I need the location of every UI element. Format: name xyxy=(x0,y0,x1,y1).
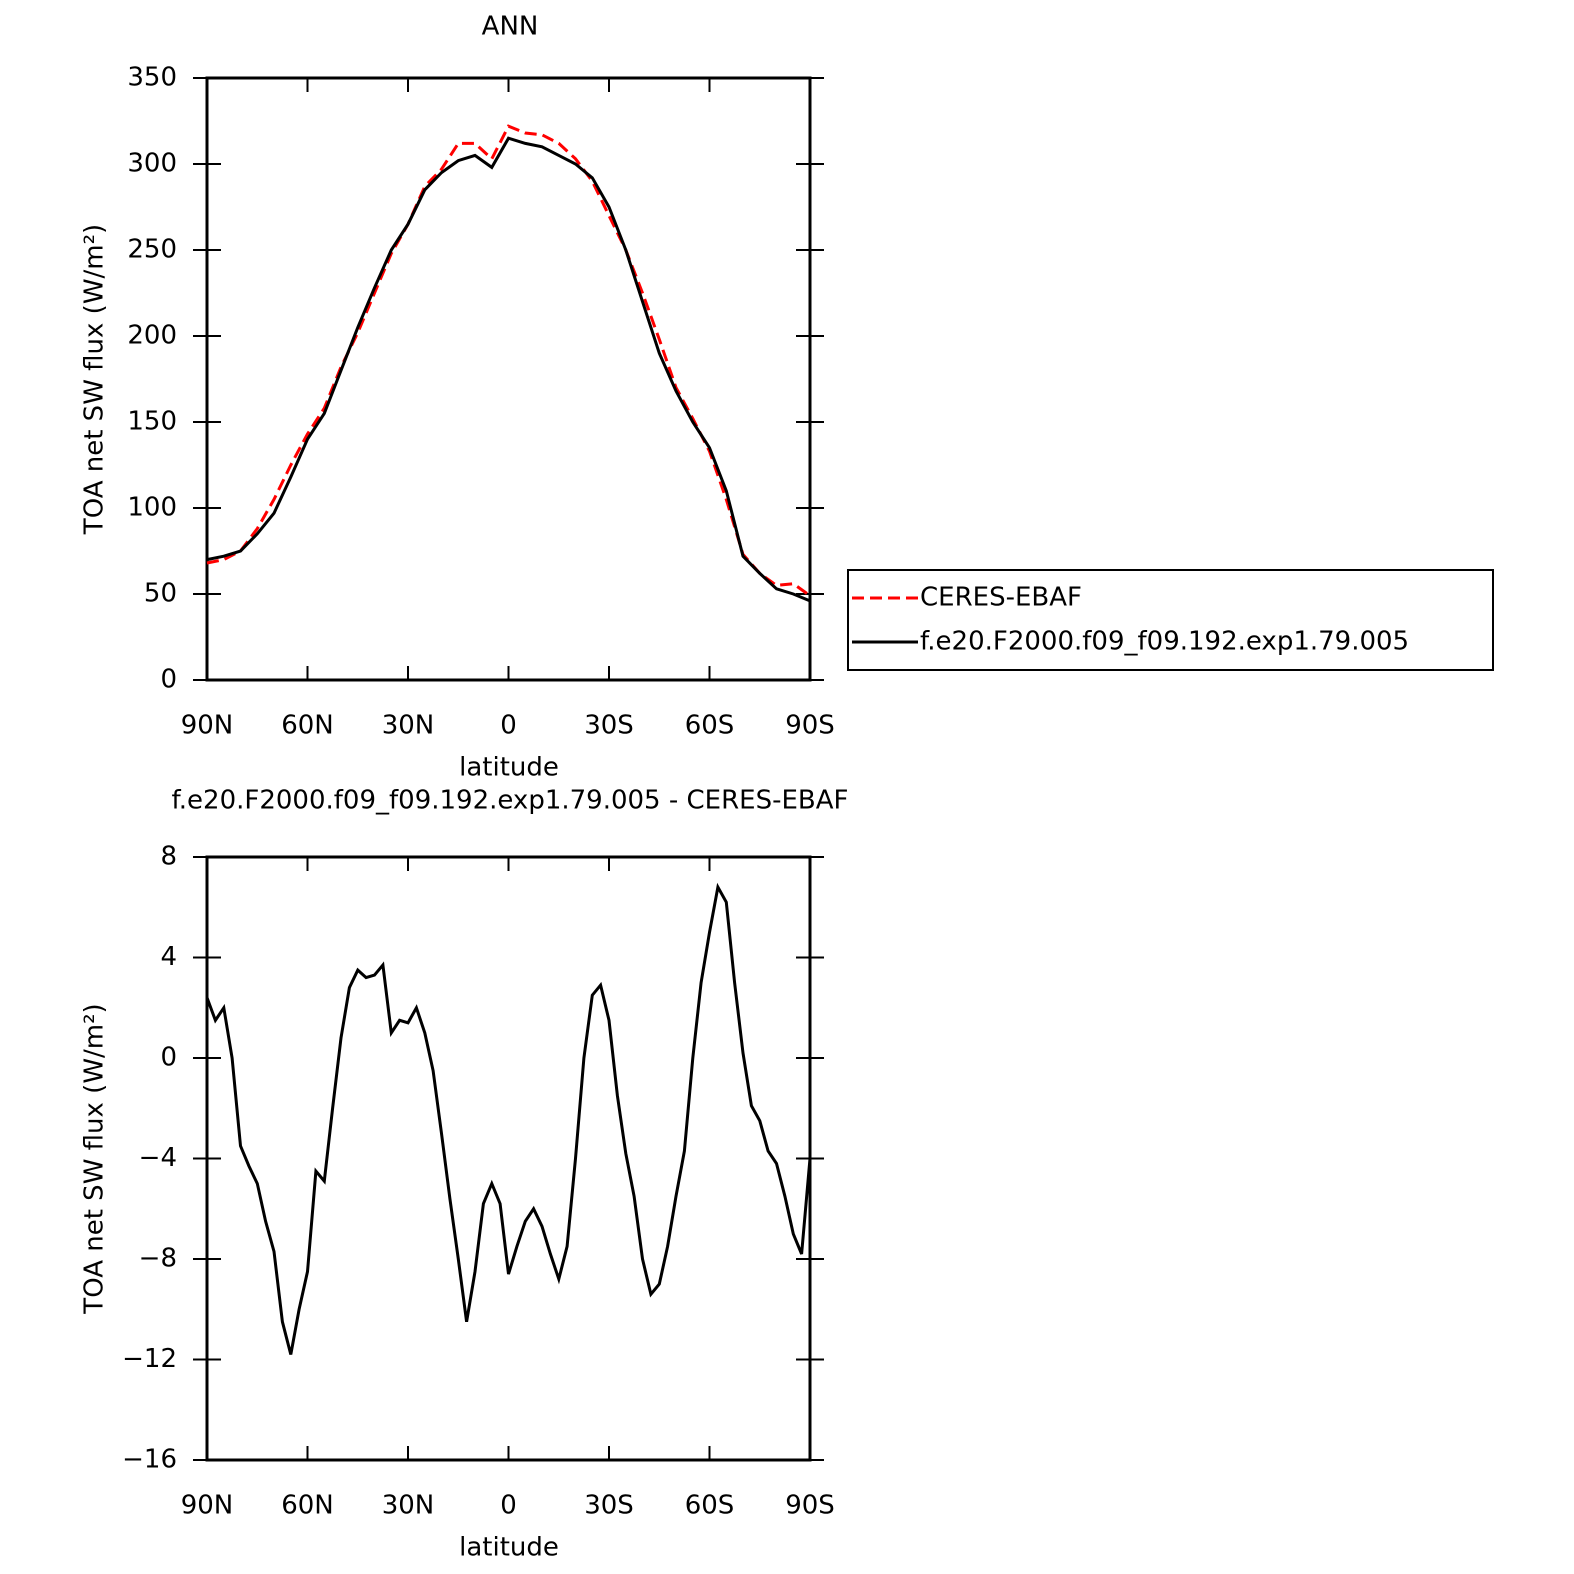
y-tick-label: 250 xyxy=(127,235,177,265)
y-tick-label: −8 xyxy=(139,1244,177,1274)
x-tick-label: 30N xyxy=(382,711,435,741)
x-tick-label: 30N xyxy=(382,1491,435,1521)
legend-label: f.e20.F2000.f09_f09.192.exp1.79.005 xyxy=(920,627,1409,657)
y-tick-label: 350 xyxy=(127,63,177,93)
plot-frame xyxy=(205,76,812,682)
y-tick-label: 150 xyxy=(127,407,177,437)
y-tick-label: 0 xyxy=(160,665,177,695)
x-tick-label: 0 xyxy=(500,711,517,741)
legend-label: CERES-EBAF xyxy=(920,583,1082,613)
y-tick-label: −16 xyxy=(122,1445,177,1475)
y-axis-label: TOA net SW flux (W/m²) xyxy=(80,1003,110,1314)
y-tick-label: 8 xyxy=(160,842,177,872)
y-tick-label: 100 xyxy=(127,493,177,523)
x-tick-label: 90S xyxy=(785,711,835,741)
y-tick-label: 300 xyxy=(127,149,177,179)
chart-title: ANN xyxy=(482,12,539,42)
y-tick-label: 0 xyxy=(160,1043,177,1073)
y-tick-label: 50 xyxy=(144,579,177,609)
x-tick-label: 30S xyxy=(584,1491,634,1521)
x-tick-label: 30S xyxy=(584,711,634,741)
legend-box xyxy=(847,569,1494,671)
chart-title: f.e20.F2000.f09_f09.192.exp1.79.005 - CE… xyxy=(172,786,849,816)
x-axis-label: latitude xyxy=(459,1533,559,1563)
x-tick-label: 60S xyxy=(685,711,735,741)
x-tick-label: 90S xyxy=(785,1491,835,1521)
x-axis-label: latitude xyxy=(459,753,559,783)
y-tick-label: −4 xyxy=(139,1143,177,1173)
y-axis-label: TOA net SW flux (W/m²) xyxy=(80,224,110,535)
x-tick-label: 90N xyxy=(181,1491,234,1521)
x-tick-label: 0 xyxy=(500,1491,517,1521)
x-tick-label: 90N xyxy=(181,711,234,741)
data-line xyxy=(206,136,811,603)
y-tick-label: −12 xyxy=(122,1344,177,1374)
y-tick-label: 200 xyxy=(127,321,177,351)
data-line xyxy=(206,124,811,597)
plot-frame xyxy=(205,855,812,1462)
data-line xyxy=(205,882,812,1355)
x-tick-label: 60S xyxy=(685,1491,735,1521)
y-tick-label: 4 xyxy=(160,942,177,972)
x-tick-label: 60N xyxy=(281,1491,334,1521)
x-tick-label: 60N xyxy=(281,711,334,741)
